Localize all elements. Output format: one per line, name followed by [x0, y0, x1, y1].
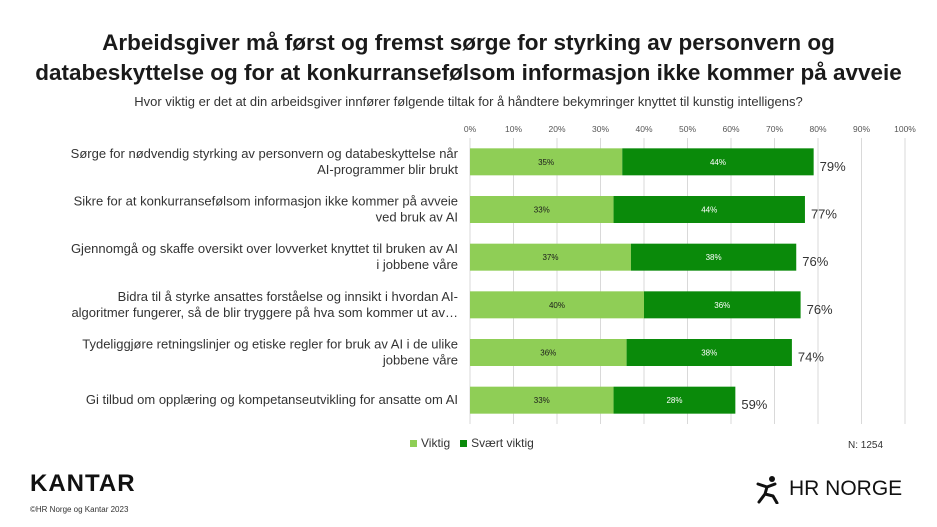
total-label: 74% — [798, 350, 824, 365]
bar-segment — [622, 148, 814, 176]
bar-segment — [470, 291, 644, 319]
x-tick-label: 70% — [766, 124, 783, 134]
bar-segment — [626, 339, 792, 366]
data-label: 44% — [701, 206, 717, 215]
bar-segment — [470, 196, 614, 223]
x-tick-label: 80% — [809, 124, 826, 134]
legend-item-viktig: Viktig — [410, 436, 450, 450]
bar-segment — [613, 196, 805, 223]
bar-segment — [613, 386, 736, 414]
x-tick-label: 30% — [592, 124, 609, 134]
total-label: 77% — [811, 207, 837, 222]
x-tick-label: 90% — [853, 124, 870, 134]
category-label: ved bruk av AI — [376, 210, 458, 225]
category-label: AI-programmer blir brukt — [317, 162, 458, 177]
data-label: 33% — [534, 206, 550, 215]
category-label: algoritmer fungerer, så de blir tryggere… — [71, 305, 458, 320]
bar-segment — [630, 243, 797, 271]
category-label: Bidra til å styrke ansattes forståelse o… — [118, 289, 458, 304]
hr-norge-logo: HR NORGE — [753, 474, 902, 504]
legend: Viktig Svært viktig — [410, 436, 544, 450]
chart-title: Arbeidsgiver må først og fremst sørge fo… — [0, 28, 937, 88]
bar-segment — [644, 291, 801, 319]
total-label: 79% — [820, 159, 846, 174]
data-label: 38% — [701, 349, 717, 358]
data-label: 40% — [549, 301, 565, 310]
category-label: Sikre for at konkurransefølsom informasj… — [74, 194, 458, 209]
total-label: 76% — [802, 254, 828, 269]
legend-item-svaert-viktig: Svært viktig — [460, 436, 534, 450]
copyright: ©HR Norge og Kantar 2023 — [30, 505, 129, 514]
chart-subtitle: Hvor viktig er det at din arbeidsgiver i… — [134, 94, 803, 109]
title-line-1: Arbeidsgiver må først og fremst sørge fo… — [102, 30, 835, 55]
bar-segment — [470, 386, 614, 414]
total-label: 59% — [741, 397, 767, 412]
category-label: i jobbene våre — [376, 257, 458, 272]
category-label: Gjennomgå og skaffe oversikt over lovver… — [71, 241, 458, 256]
x-tick-label: 10% — [505, 124, 522, 134]
data-label: 36% — [714, 301, 730, 310]
x-tick-label: 60% — [722, 124, 739, 134]
legend-label-viktig: Viktig — [421, 436, 451, 450]
hr-norge-figure-icon — [756, 476, 779, 504]
bar-segment — [470, 339, 627, 366]
legend-swatch-viktig — [410, 439, 417, 447]
kantar-logo: KANTAR — [30, 470, 136, 497]
data-label: 44% — [710, 158, 726, 167]
sample-size: N: 1254 — [848, 440, 884, 451]
total-label: 76% — [807, 302, 833, 317]
data-label: 35% — [538, 158, 554, 167]
data-label: 28% — [666, 396, 682, 405]
x-tick-label: 50% — [679, 124, 696, 134]
x-tick-label: 0% — [464, 124, 477, 134]
category-label: Tydeliggjøre retningslinjer og etiske re… — [82, 337, 458, 352]
data-label: 33% — [534, 396, 550, 405]
category-label: jobbene våre — [382, 353, 458, 368]
hr-norge-text: HR NORGE — [789, 477, 903, 500]
data-label: 38% — [706, 253, 722, 262]
x-tick-label: 100% — [894, 124, 916, 134]
legend-swatch-svaert-viktig — [460, 439, 468, 447]
bar-segment — [470, 243, 631, 271]
bar-segment — [470, 148, 623, 176]
category-label: Sørge for nødvendig styrking av personve… — [71, 146, 459, 161]
legend-label-svaert-viktig: Svært viktig — [471, 436, 534, 450]
data-label: 36% — [540, 349, 556, 358]
x-tick-label: 40% — [635, 124, 652, 134]
data-label: 37% — [542, 253, 558, 262]
title-line-2: databeskyttelse og for at konkurranseføl… — [35, 60, 902, 85]
x-tick-label: 20% — [548, 124, 565, 134]
category-label: Gi tilbud om opplæring og kompetanseutvi… — [86, 392, 458, 407]
